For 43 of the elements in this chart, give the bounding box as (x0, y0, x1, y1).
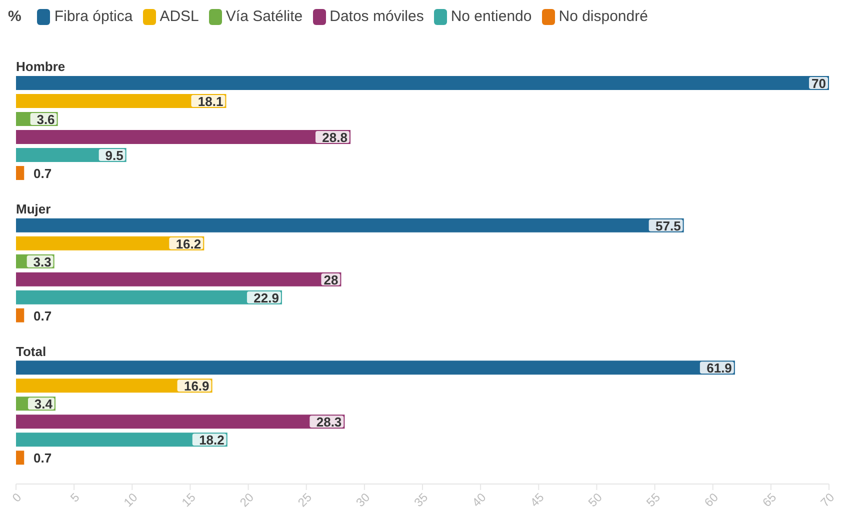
x-tick-label: 65 (760, 490, 780, 510)
x-tick-label: 55 (644, 490, 664, 510)
data-label: 3.3 (33, 254, 52, 270)
y-tick-label: Mujer (16, 202, 51, 216)
data-label: 57.5 (656, 218, 681, 234)
x-tick-label: 20 (237, 490, 257, 510)
data-label: 0.7 (34, 166, 52, 181)
legend-title: % (8, 8, 22, 25)
x-tick-label: 40 (469, 490, 489, 510)
legend-label: Fibra óptica (53, 8, 133, 25)
x-tick-label: 60 (702, 490, 722, 510)
data-label: 3.4 (34, 396, 54, 412)
data-label: 16.2 (176, 236, 202, 252)
x-tick-label: 50 (586, 490, 606, 510)
legend-label: No dispondré (558, 8, 648, 25)
data-label: 28 (324, 272, 338, 288)
data-label: 18.1 (198, 94, 224, 109)
x-tick-label: 45 (527, 490, 548, 510)
legend-label: ADSL (158, 8, 199, 25)
legend-label: No entiendo (450, 8, 532, 25)
data-label: 22.9 (254, 290, 279, 306)
y-tick-label: Total (16, 344, 46, 359)
legend-label: Datos móviles (328, 8, 424, 25)
x-tick-label: 70 (818, 490, 838, 510)
x-tick-label: 25 (295, 490, 315, 510)
data-label: 28.3 (316, 414, 342, 430)
x-tick-label: 10 (120, 490, 141, 510)
legend-label: Vía Satélite (224, 8, 303, 25)
x-tick-label: 30 (353, 490, 373, 510)
x-tick-label: 5 (68, 490, 82, 505)
y-tick-label: Hombre (16, 59, 66, 74)
data-label: 18.2 (199, 432, 224, 448)
data-label: 9.5 (105, 148, 124, 163)
data-label: 3.6 (36, 112, 55, 127)
data-label: 70 (812, 76, 826, 91)
x-tick-label: 15 (179, 490, 199, 510)
x-tick-label: 0 (10, 490, 24, 505)
x-tick-label: 35 (411, 490, 431, 510)
data-label: 16.9 (184, 378, 210, 394)
data-label: 0.7 (34, 308, 52, 324)
data-label: 28.8 (322, 130, 348, 145)
data-label: 61.9 (706, 360, 732, 376)
data-label: 0.7 (34, 450, 52, 466)
